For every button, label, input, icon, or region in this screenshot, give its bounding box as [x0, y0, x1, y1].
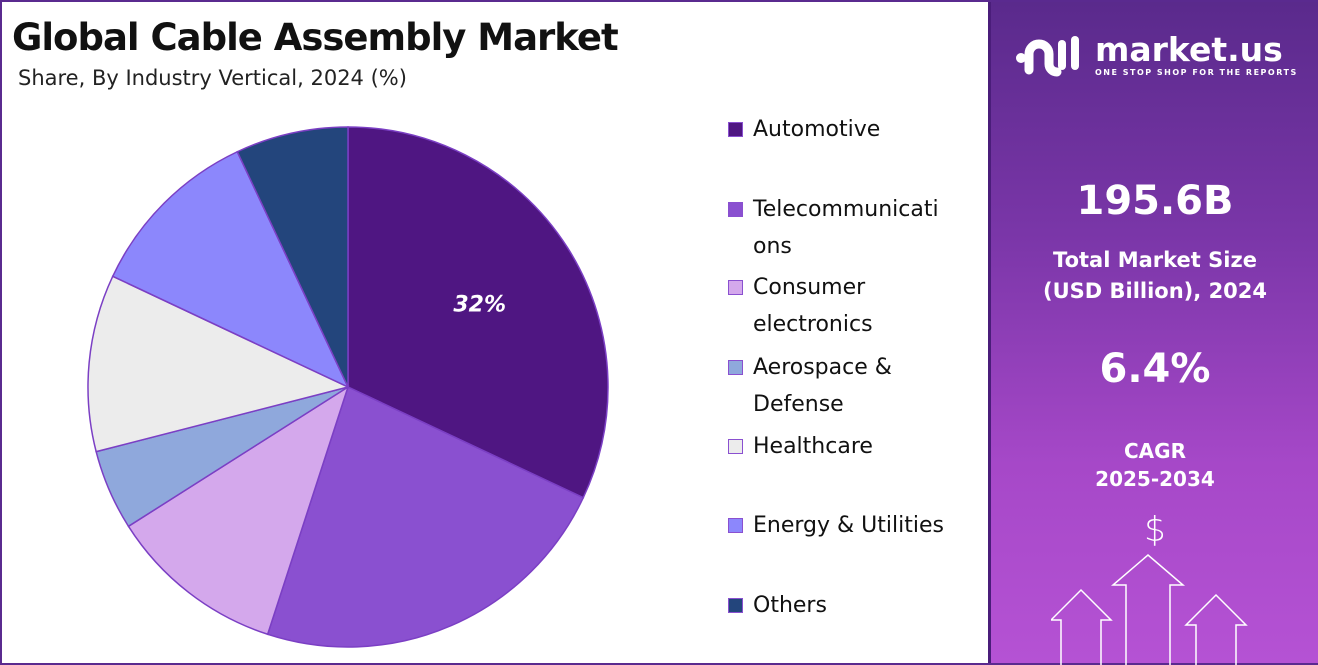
data-label: 32%: [453, 292, 506, 317]
pie-slice-others: [236, 126, 349, 388]
pie-slice-healthcare: [87, 275, 351, 453]
chart-subtitle: Share, By Industry Vertical, 2024 (%): [18, 66, 407, 90]
cagr-label: CAGR: [1124, 439, 1186, 463]
growth-arrows-icon: [1051, 554, 1248, 665]
market-size-label: Total Market Size: [1053, 248, 1257, 272]
legend-swatch: [728, 122, 743, 137]
legend-item: Healthcare: [728, 428, 978, 465]
cagr-period: 2025-2034: [1095, 467, 1215, 491]
market-size-label-year: (USD Billion), 2024: [1042, 279, 1268, 303]
legend-swatch: [728, 360, 743, 375]
pie-chart: 32%: [87, 126, 609, 648]
legend-label: Consumer: [753, 275, 866, 300]
legend-item: Others: [728, 587, 978, 624]
brand-name: market.us: [1095, 30, 1283, 69]
brand-tagline: ONE STOP SHOP FOR THE REPORTS: [1095, 68, 1298, 77]
legend-item: Aerospace & Defense: [728, 349, 978, 423]
legend-label: Automotive: [753, 117, 881, 142]
legend-label: Telecommunicati: [753, 197, 939, 222]
cagr-value: 6.4%: [1099, 346, 1211, 392]
legend-label: Aerospace &: [753, 355, 892, 380]
legend-label: Healthcare: [753, 434, 873, 459]
legend-item: Energy & Utilities: [728, 507, 978, 544]
legend-item: Automotive: [728, 111, 978, 148]
legend-swatch: [728, 202, 743, 217]
pie-slice-consumer-electronics: [127, 385, 350, 636]
pie-slice-automotive: [347, 126, 609, 499]
legend-swatch: [728, 280, 743, 295]
legend-label: electronics: [753, 312, 873, 337]
legend-item: Consumer electronics: [728, 269, 978, 343]
pie-slice-energy-utilities: [111, 150, 350, 389]
chart-title: Global Cable Assembly Market: [12, 16, 619, 59]
legend-label: Others: [753, 593, 827, 618]
legend-swatch: [728, 598, 743, 613]
market-size-value: 195.6B: [1076, 178, 1234, 224]
stats-panel: market.us ONE STOP SHOP FOR THE REPORTS …: [988, 2, 1318, 665]
legend-label: Defense: [753, 392, 844, 417]
pie-slice-telecommunications: [266, 385, 585, 648]
legend-label: ons: [753, 234, 792, 259]
logo-icon: [1016, 36, 1079, 77]
market-us-logo: market.us ONE STOP SHOP FOR THE REPORTS: [1015, 30, 1305, 80]
legend-label: Energy & Utilities: [753, 513, 944, 538]
legend-swatch: [728, 518, 743, 533]
dollar-icon: $: [1144, 510, 1166, 550]
legend-swatch: [728, 439, 743, 454]
legend-item: Telecommunicati ons: [728, 191, 978, 265]
